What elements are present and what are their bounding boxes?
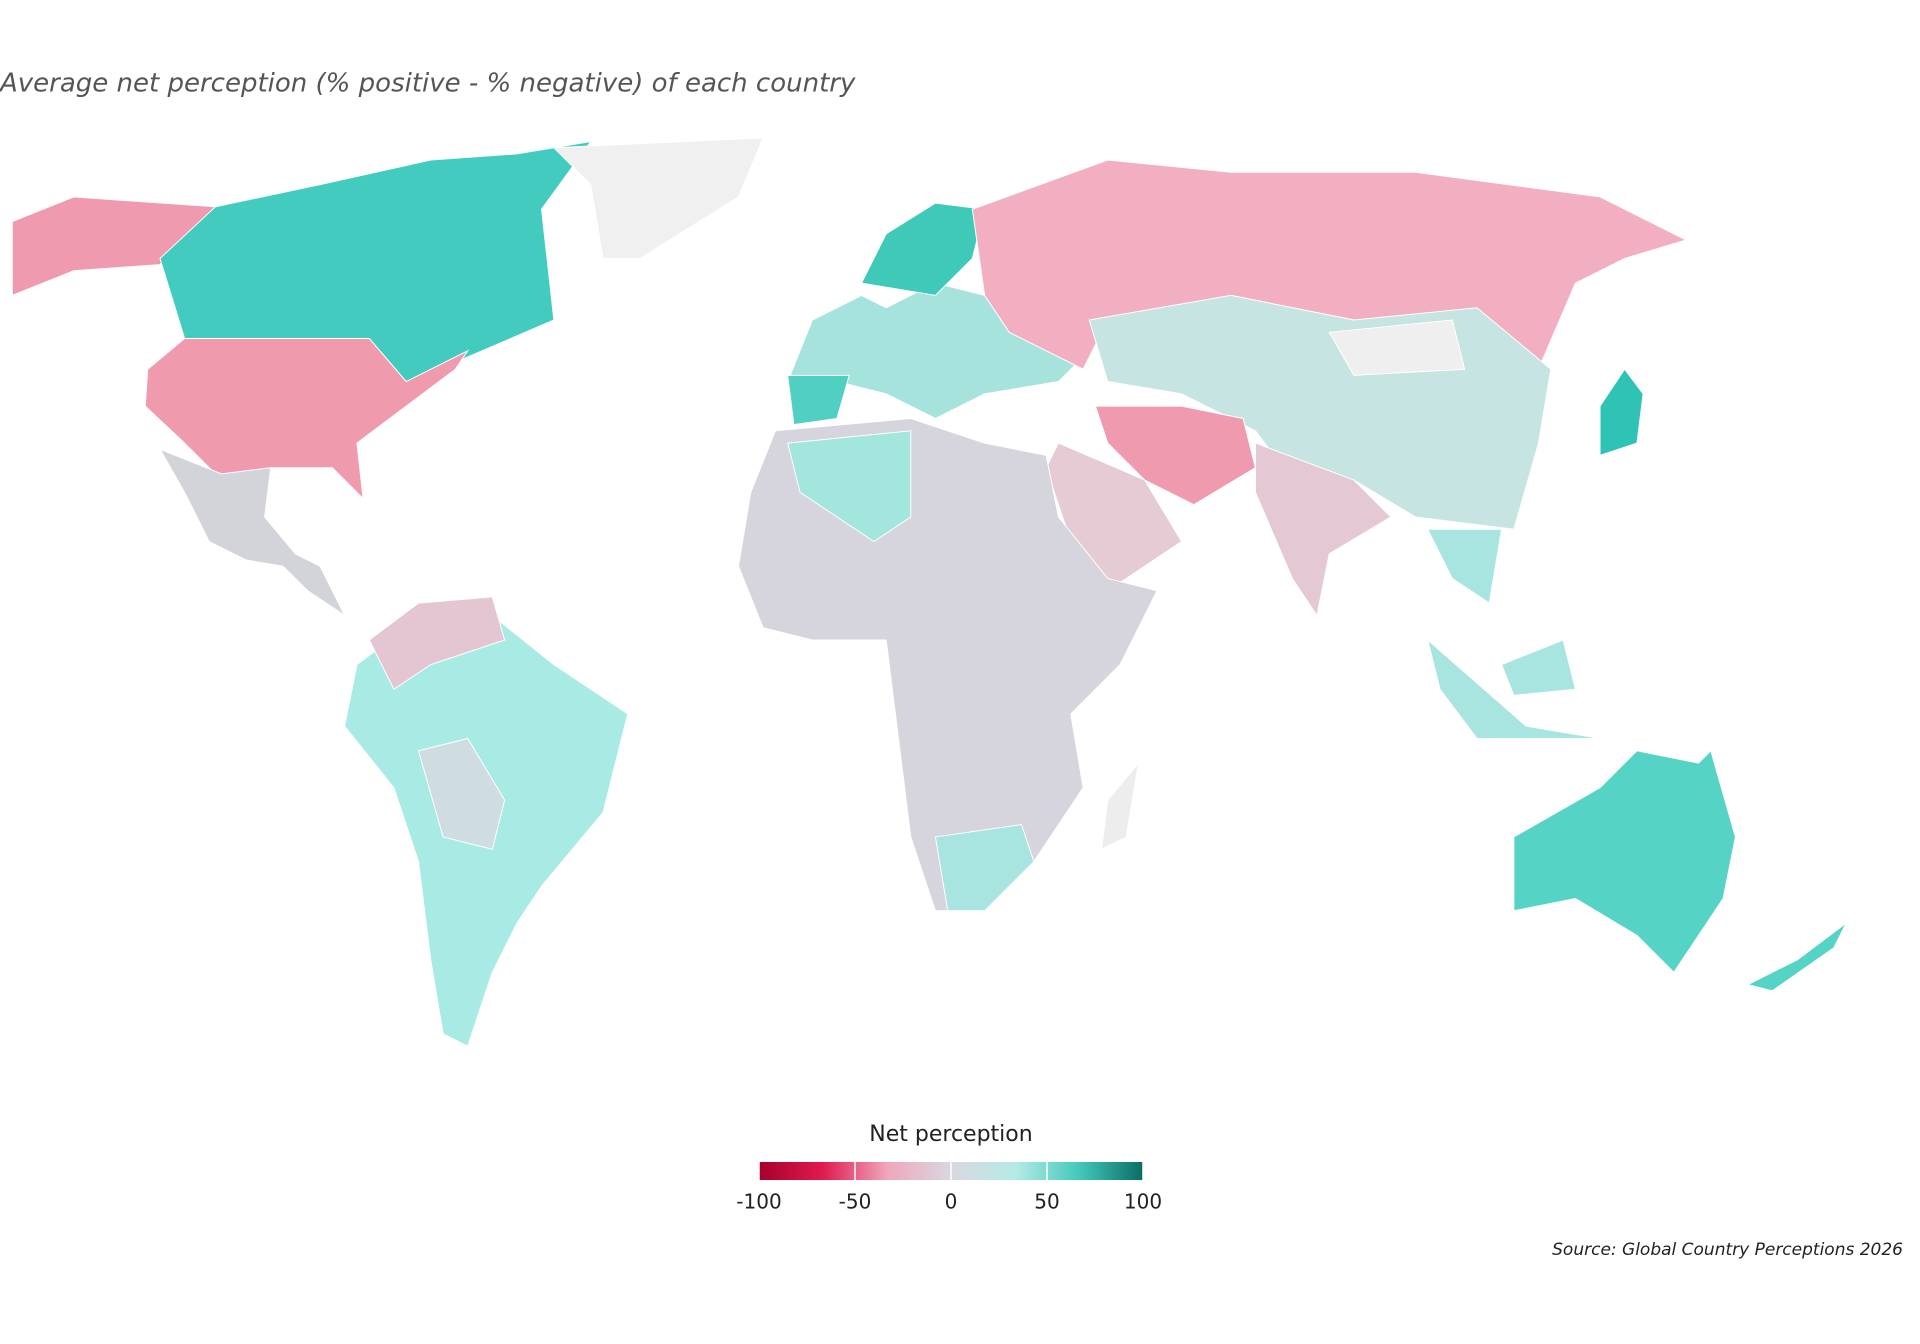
world-map [11,137,1847,1047]
land [787,374,850,426]
land [11,196,217,297]
land [1746,922,1847,992]
colorbar-tick-label: -50 [839,1190,872,1214]
land [1094,405,1256,506]
land [934,824,1035,912]
source-note: Source: Global Country Perceptions 2026 [1552,1240,1903,1260]
land [158,448,346,617]
land [1426,528,1503,604]
chart-title: Average net perception (% positive - % n… [0,69,856,99]
land [417,737,506,850]
land [1513,749,1736,974]
land [1328,319,1466,376]
colorbar-tick-label: 0 [945,1190,958,1214]
land [1426,638,1601,739]
land [368,596,506,690]
land [1500,639,1577,696]
land [787,430,912,543]
land [552,137,764,259]
colorbar-tick-label: -100 [736,1190,781,1214]
land [1100,761,1140,851]
land [1599,368,1644,457]
colorbar-tick-label: 100 [1124,1190,1162,1214]
legend-title: Net perception [869,1122,1032,1147]
land [1254,442,1392,617]
land [860,202,986,296]
land [144,337,470,500]
colorbar-tick-label: 50 [1034,1190,1059,1214]
